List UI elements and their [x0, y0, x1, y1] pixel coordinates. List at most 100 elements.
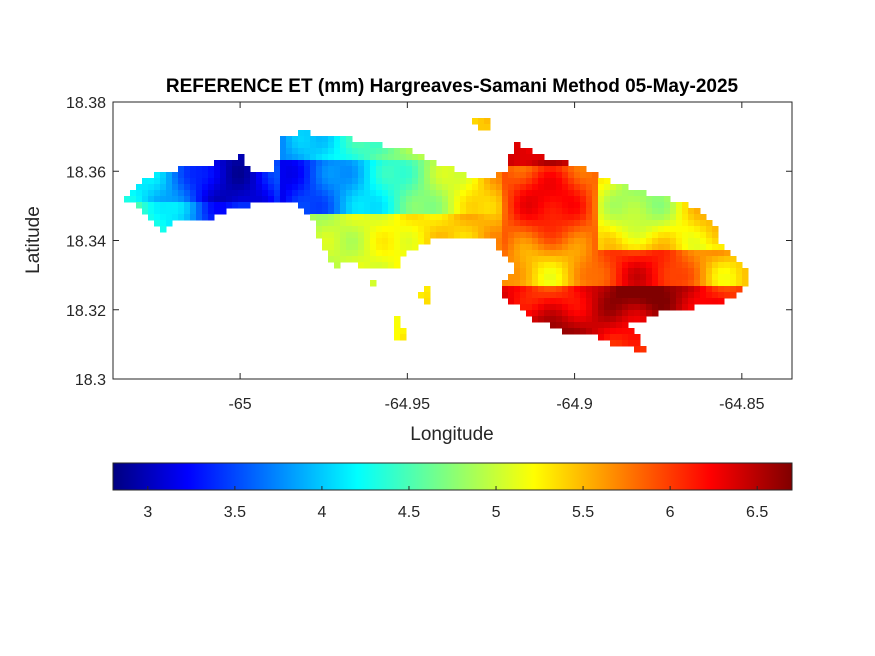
- heatmap-cell: [586, 328, 593, 335]
- heatmap-cell: [544, 214, 551, 221]
- heatmap-cell: [526, 292, 533, 299]
- heatmap-cell: [574, 298, 581, 305]
- heatmap-cell: [376, 232, 383, 239]
- heatmap-cell: [544, 286, 551, 293]
- heatmap-cell: [634, 304, 641, 311]
- heatmap-cell: [436, 226, 443, 233]
- heatmap-cell: [358, 178, 365, 185]
- heatmap-cell: [262, 178, 269, 185]
- heatmap-cell: [484, 202, 491, 209]
- heatmap-cell: [604, 256, 611, 263]
- heatmap-cell: [406, 196, 413, 203]
- heatmap-cell: [364, 190, 371, 197]
- heatmap-cell: [682, 298, 689, 305]
- heatmap-cell: [694, 244, 701, 251]
- heatmap-cell: [184, 202, 191, 209]
- heatmap-cell: [352, 190, 359, 197]
- heatmap-cell: [322, 214, 329, 221]
- heatmap-cell: [694, 274, 701, 281]
- heatmap-cell: [322, 136, 329, 143]
- heatmap-cell: [412, 244, 419, 251]
- heatmap-cell: [400, 196, 407, 203]
- x-tick-label: -64.85: [719, 396, 764, 413]
- heatmap-cell: [274, 196, 281, 203]
- heatmap-cell: [652, 262, 659, 269]
- heatmap-cell: [316, 166, 323, 173]
- heatmap-cell: [382, 148, 389, 155]
- heatmap-cell: [280, 160, 287, 167]
- heatmap-cell: [148, 202, 155, 209]
- heatmap-cell: [658, 256, 665, 263]
- heatmap-cell: [676, 244, 683, 251]
- heatmap-cell: [664, 196, 671, 203]
- y-tick-label: 18.3: [75, 372, 106, 389]
- heatmap-cell: [628, 286, 635, 293]
- heatmap-cell: [370, 220, 377, 227]
- heatmap-cell: [592, 226, 599, 233]
- heatmap-cell: [364, 262, 371, 269]
- heatmap-cell: [286, 190, 293, 197]
- heatmap-cell: [706, 268, 713, 275]
- heatmap-cell: [652, 232, 659, 239]
- heatmap-cell: [544, 298, 551, 305]
- heatmap-cell: [658, 298, 665, 305]
- heatmap-cell: [382, 190, 389, 197]
- heatmap-cell: [196, 214, 203, 221]
- heatmap-cell: [610, 220, 617, 227]
- heatmap-cell: [514, 166, 521, 173]
- heatmap-cell: [610, 184, 617, 191]
- heatmap-cell: [508, 178, 515, 185]
- heatmap-cell: [484, 190, 491, 197]
- heatmap-cell: [298, 130, 305, 137]
- heatmap-cell: [328, 196, 335, 203]
- heatmap-cell: [310, 166, 317, 173]
- heatmap-cell: [496, 172, 503, 179]
- heatmap-cell: [346, 214, 353, 221]
- heatmap-cell: [310, 142, 317, 149]
- heatmap-cell: [538, 178, 545, 185]
- heatmap-cell: [226, 190, 233, 197]
- heatmap-cell: [454, 208, 461, 215]
- heatmap-cell: [718, 250, 725, 257]
- heatmap-cell: [604, 274, 611, 281]
- heatmap-cell: [376, 160, 383, 167]
- heatmap-cell: [526, 274, 533, 281]
- heatmap-cell: [286, 160, 293, 167]
- heatmap-cell: [304, 202, 311, 209]
- heatmap-cell: [562, 190, 569, 197]
- heatmap-cell: [412, 184, 419, 191]
- heatmap-cell: [622, 196, 629, 203]
- heatmap-cell: [634, 346, 641, 353]
- heatmap-cell: [640, 250, 647, 257]
- heatmap-cell: [352, 154, 359, 161]
- colorbar-tick-label: 4.5: [398, 504, 420, 521]
- heatmap-cell: [664, 238, 671, 245]
- heatmap-cell: [430, 172, 437, 179]
- heatmap-cell: [706, 286, 713, 293]
- heatmap-cell: [424, 172, 431, 179]
- heatmap-cell: [388, 154, 395, 161]
- heatmap-cell: [598, 202, 605, 209]
- heatmap-cell: [364, 232, 371, 239]
- heatmap-cell: [190, 172, 197, 179]
- heatmap-cell: [526, 202, 533, 209]
- heatmap-cell: [694, 208, 701, 215]
- heatmap-cell: [214, 202, 221, 209]
- heatmap-cell: [202, 172, 209, 179]
- heatmap-cell: [370, 214, 377, 221]
- heatmap-cell: [640, 244, 647, 251]
- heatmap-cell: [664, 202, 671, 209]
- heatmap-cell: [472, 178, 479, 185]
- heatmap-cell: [310, 172, 317, 179]
- heatmap-cell: [550, 190, 557, 197]
- heatmap-cell: [334, 208, 341, 215]
- heatmap-cell: [580, 316, 587, 323]
- heatmap-cell: [676, 214, 683, 221]
- heatmap-cell: [394, 256, 401, 263]
- heatmap-cell: [466, 220, 473, 227]
- heatmap-cell: [700, 226, 707, 233]
- heatmap-cell: [628, 280, 635, 287]
- heatmap-cell: [610, 196, 617, 203]
- heatmap-cell: [286, 148, 293, 155]
- heatmap-cell: [328, 214, 335, 221]
